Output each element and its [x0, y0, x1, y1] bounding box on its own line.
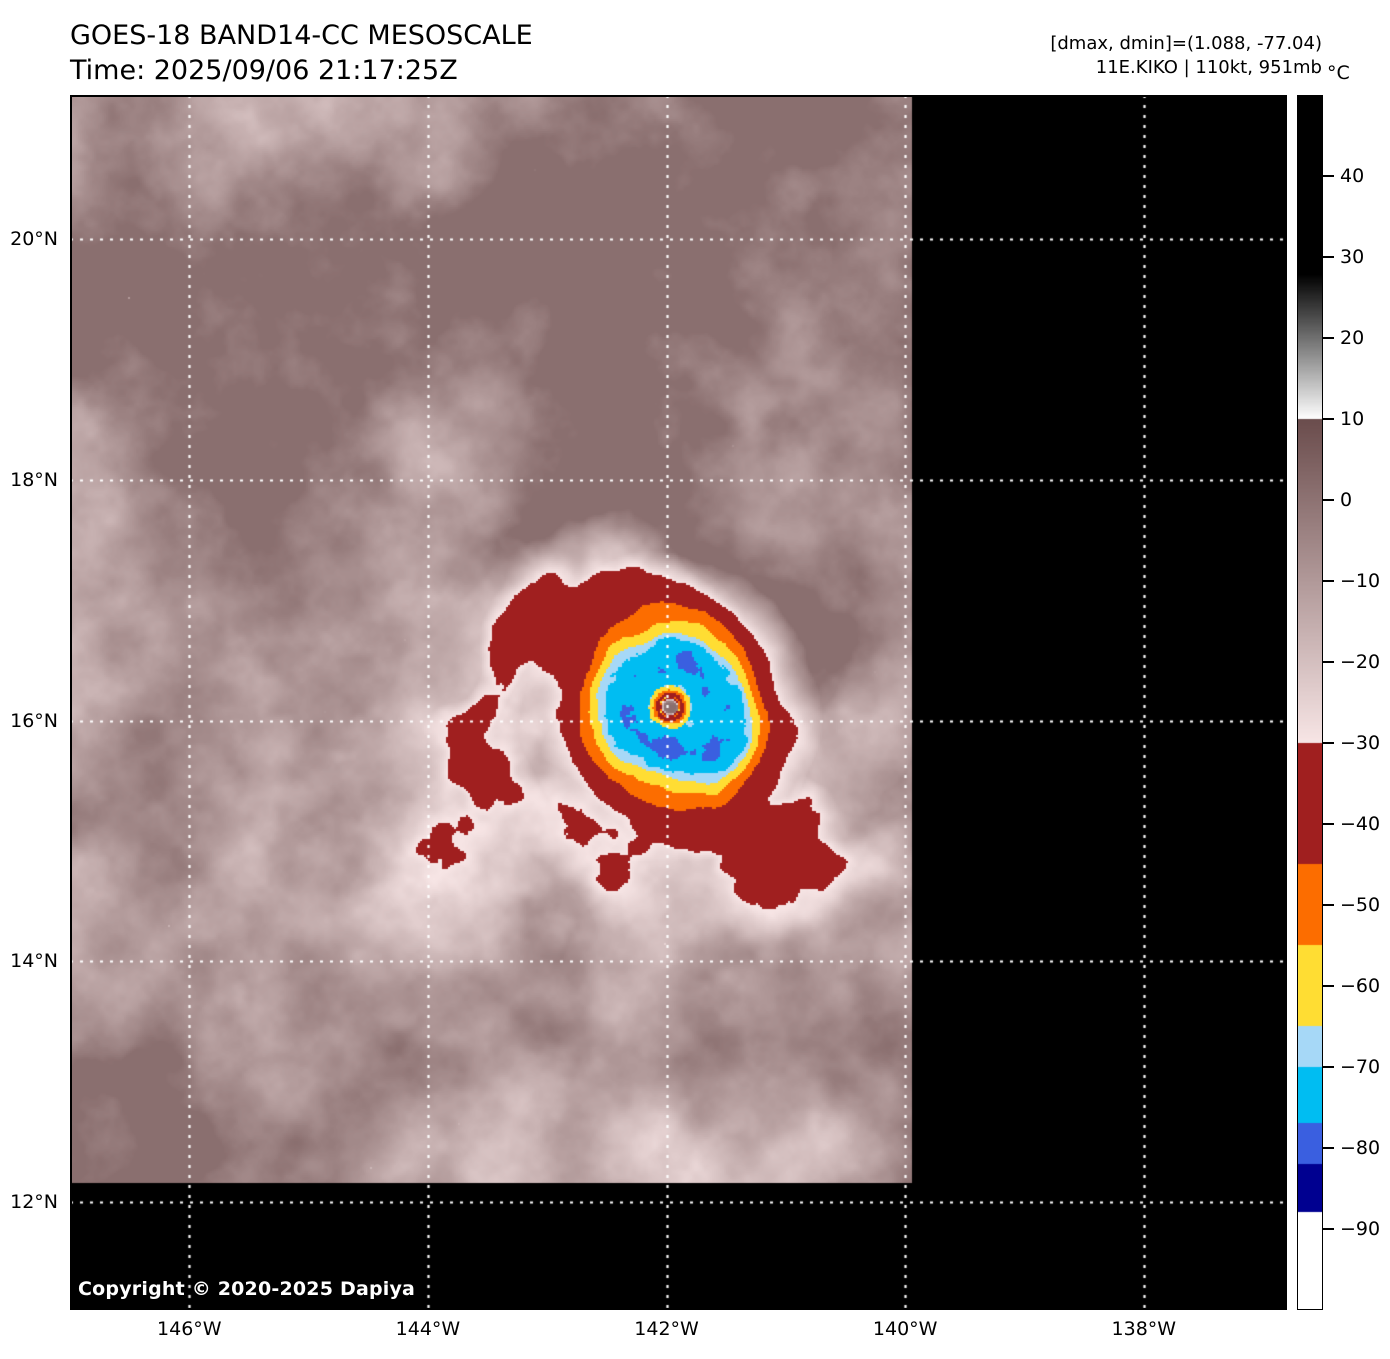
colorbar-tick-label: −90	[1340, 1218, 1381, 1240]
x-axis-tick-label: 138°W	[1111, 1318, 1177, 1340]
colorbar	[1297, 95, 1323, 1310]
colorbar-tick-label: −10	[1340, 570, 1381, 592]
colorbar-tick-mark	[1323, 904, 1334, 906]
copyright-label: Copyright © 2020-2025 Dapiya	[78, 1278, 416, 1300]
lat-lon-gridlines	[70, 95, 1287, 1310]
dminmax-label: [dmax, dmin]=(1.088, -77.04)	[1050, 33, 1322, 54]
colorbar-tick-label: −40	[1340, 813, 1381, 835]
page-title: GOES-18 BAND14-CC MESOSCALE	[70, 20, 533, 51]
y-axis-tick-label: 14°N	[10, 950, 58, 973]
x-axis-tick-label: 146°W	[157, 1318, 222, 1340]
colorbar-tick-mark	[1323, 742, 1334, 744]
colorbar-tick-label: 30	[1340, 246, 1365, 268]
colorbar-tick-label: 10	[1340, 408, 1365, 430]
colorbar-tick-mark	[1323, 256, 1334, 258]
y-axis-tick-label: 16°N	[10, 709, 58, 732]
colorbar-tick-label: 0	[1340, 489, 1353, 511]
colorbar-tick-mark	[1323, 985, 1334, 987]
colorbar-tick-mark	[1323, 499, 1334, 501]
colorbar-unit-label: °C	[1327, 62, 1350, 84]
colorbar-tick-mark	[1323, 337, 1334, 339]
meta-block: [dmax, dmin]=(1.088, -77.04) 11E.KIKO | …	[1050, 32, 1322, 80]
y-axis-tick-label: 18°N	[10, 468, 58, 491]
y-axis-tick-label: 12°N	[10, 1190, 58, 1213]
colorbar-tick-label: −80	[1340, 1137, 1381, 1159]
x-axis-tick-label: 144°W	[395, 1318, 461, 1340]
colorbar-tick-label: −70	[1340, 1056, 1381, 1078]
title-block: GOES-18 BAND14-CC MESOSCALE Time: 2025/0…	[70, 18, 533, 88]
colorbar-tick-label: 20	[1340, 327, 1365, 349]
colorbar-tick-mark	[1323, 1228, 1334, 1230]
colorbar-tick-label: −50	[1340, 894, 1381, 916]
colorbar-tick-mark	[1323, 661, 1334, 663]
colorbar-tick-label: −20	[1340, 651, 1381, 673]
colorbar-tick-label: 40	[1340, 165, 1365, 187]
colorbar-tick-mark	[1323, 1066, 1334, 1068]
colorbar-tick-mark	[1323, 1147, 1334, 1149]
colorbar-tick-label: −60	[1340, 975, 1381, 997]
storm-info-label: 11E.KIKO | 110kt, 951mb	[1095, 56, 1322, 78]
colorbar-gradient	[1297, 95, 1323, 1310]
timestamp-line: Time: 2025/09/06 21:17:25Z	[70, 55, 458, 87]
x-axis-tick-label: 140°W	[872, 1318, 938, 1340]
colorbar-tick-label: −30	[1340, 732, 1381, 754]
satellite-plot-area	[70, 95, 1287, 1310]
colorbar-tick-mark	[1323, 823, 1334, 825]
colorbar-tick-mark	[1323, 580, 1334, 582]
y-axis-tick-label: 20°N	[10, 228, 58, 251]
x-axis-tick-label: 142°W	[634, 1318, 699, 1340]
colorbar-tick-mark	[1323, 418, 1334, 420]
colorbar-tick-mark	[1323, 175, 1334, 177]
